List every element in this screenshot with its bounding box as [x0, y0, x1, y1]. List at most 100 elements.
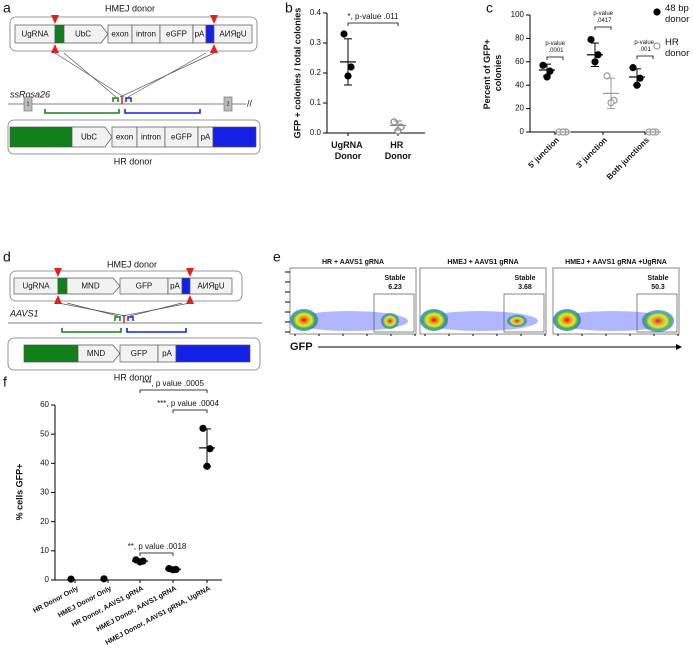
cut-site	[186, 295, 194, 304]
hr-plasmid	[7, 337, 261, 371]
homology-bracket	[126, 328, 187, 333]
break-mark: //	[247, 98, 253, 108]
arrow-head	[676, 344, 682, 350]
hr-plasmid	[7, 119, 261, 155]
cut-site	[186, 268, 194, 277]
promoter-arrow	[77, 344, 121, 363]
exon	[23, 96, 33, 112]
homology-arm-right	[212, 126, 257, 148]
gate	[503, 293, 545, 333]
exon	[223, 96, 233, 112]
y-tick-label: 60	[40, 400, 49, 409]
homology-bracket	[44, 109, 120, 114]
element-label: UbC	[75, 30, 91, 39]
data-point	[206, 445, 214, 453]
element-label: eGFP	[171, 133, 192, 142]
y-tick-label: 0.1	[310, 98, 322, 107]
flow-x-label: GFP	[290, 341, 313, 353]
element-label: pA	[162, 349, 172, 358]
junction-mark	[114, 316, 121, 321]
homology-arm-left	[57, 277, 68, 295]
gate-value: 50.3	[651, 284, 665, 291]
significance-label: p-value .0001	[545, 41, 566, 54]
gate-value: 6.23	[388, 284, 402, 291]
data-point	[340, 30, 348, 38]
exon-label: 1	[27, 101, 30, 107]
legend-label: HR donor	[665, 37, 689, 59]
homology-arm-left	[23, 344, 79, 363]
data-point	[587, 35, 595, 44]
element-label: UgRNA	[22, 282, 50, 291]
x-tick-label: HR Donor	[385, 140, 412, 161]
significance-label: p-value .001	[634, 40, 655, 53]
crossover-line	[66, 302, 119, 317]
data-point	[539, 61, 547, 69]
y-tick-label: 20	[40, 517, 49, 526]
gate-label: Stable	[647, 275, 668, 282]
y-tick-label: 40	[515, 80, 524, 89]
element-label: intron	[136, 30, 156, 39]
homology-arm-right	[205, 24, 215, 44]
data-point	[199, 424, 207, 432]
cut-site	[54, 295, 62, 304]
y-tick-label: 80	[515, 34, 524, 43]
gate	[373, 293, 415, 333]
locus-label: ssRosa26	[10, 89, 50, 99]
element-label: exon	[116, 133, 133, 142]
significance-label: ***, p value .0004	[157, 399, 219, 408]
significance-bracket	[347, 22, 399, 26]
gate	[636, 293, 678, 333]
promoter-arrow	[71, 126, 113, 148]
y-tick-label: 60	[515, 57, 524, 66]
population-scatter	[292, 311, 408, 331]
panel-label: c	[486, 0, 493, 16]
element-label: pA	[170, 282, 180, 291]
crossover-line	[63, 52, 117, 98]
population-scatter	[555, 311, 671, 331]
x-tick-label: UgRNA Donor	[331, 140, 365, 161]
y-tick-label: 0	[520, 127, 525, 136]
population	[642, 310, 674, 332]
crossover-line	[121, 302, 191, 317]
element-label: intron	[141, 133, 161, 142]
y-tick-label: 20	[515, 104, 524, 113]
panel-label: e	[273, 249, 281, 265]
promoter-arrow	[66, 277, 121, 295]
junction-mark	[125, 97, 132, 102]
panel-label: b	[285, 0, 293, 16]
population	[553, 309, 581, 331]
donor-title: HMEJ donor	[105, 3, 155, 13]
data-point	[636, 74, 644, 82]
element-label: UgRNA	[219, 30, 247, 39]
significance-label: p-value .0417	[593, 11, 614, 24]
cut-site	[210, 44, 218, 53]
promoter-arrow	[63, 24, 109, 44]
y-tick-label: 0.4	[310, 8, 322, 17]
hr-title: HR donor	[114, 156, 153, 166]
element-label: UgRNA	[197, 282, 225, 291]
element-label: GFP	[136, 282, 152, 291]
flow-title: HR + AAVS1 gRNA	[322, 259, 384, 266]
element-box	[189, 277, 233, 295]
element-label: eGFP	[166, 30, 187, 39]
donor-plasmid	[9, 16, 258, 52]
significance-bracket	[594, 26, 612, 30]
y-tick-label: 30	[40, 488, 49, 497]
homology-arm-left	[9, 126, 73, 148]
panel-label: f	[3, 374, 7, 390]
data-point	[546, 67, 554, 75]
y-tick-label: 0.2	[310, 68, 322, 77]
homology-bracket	[61, 328, 122, 333]
y-tick-label: 50	[40, 429, 49, 438]
cut-site	[51, 15, 59, 24]
gate-label: Stable	[384, 275, 405, 282]
significance-label: ***, p value .0005	[142, 379, 204, 388]
x-tick-label: Both junctions	[605, 135, 651, 181]
population	[290, 309, 318, 331]
element-label: exon	[111, 30, 128, 39]
homology-arm-right	[181, 277, 191, 295]
exon-label: 2	[227, 101, 230, 107]
legend-label: 48 bp donor	[665, 3, 691, 25]
element-label: pA	[195, 30, 205, 39]
